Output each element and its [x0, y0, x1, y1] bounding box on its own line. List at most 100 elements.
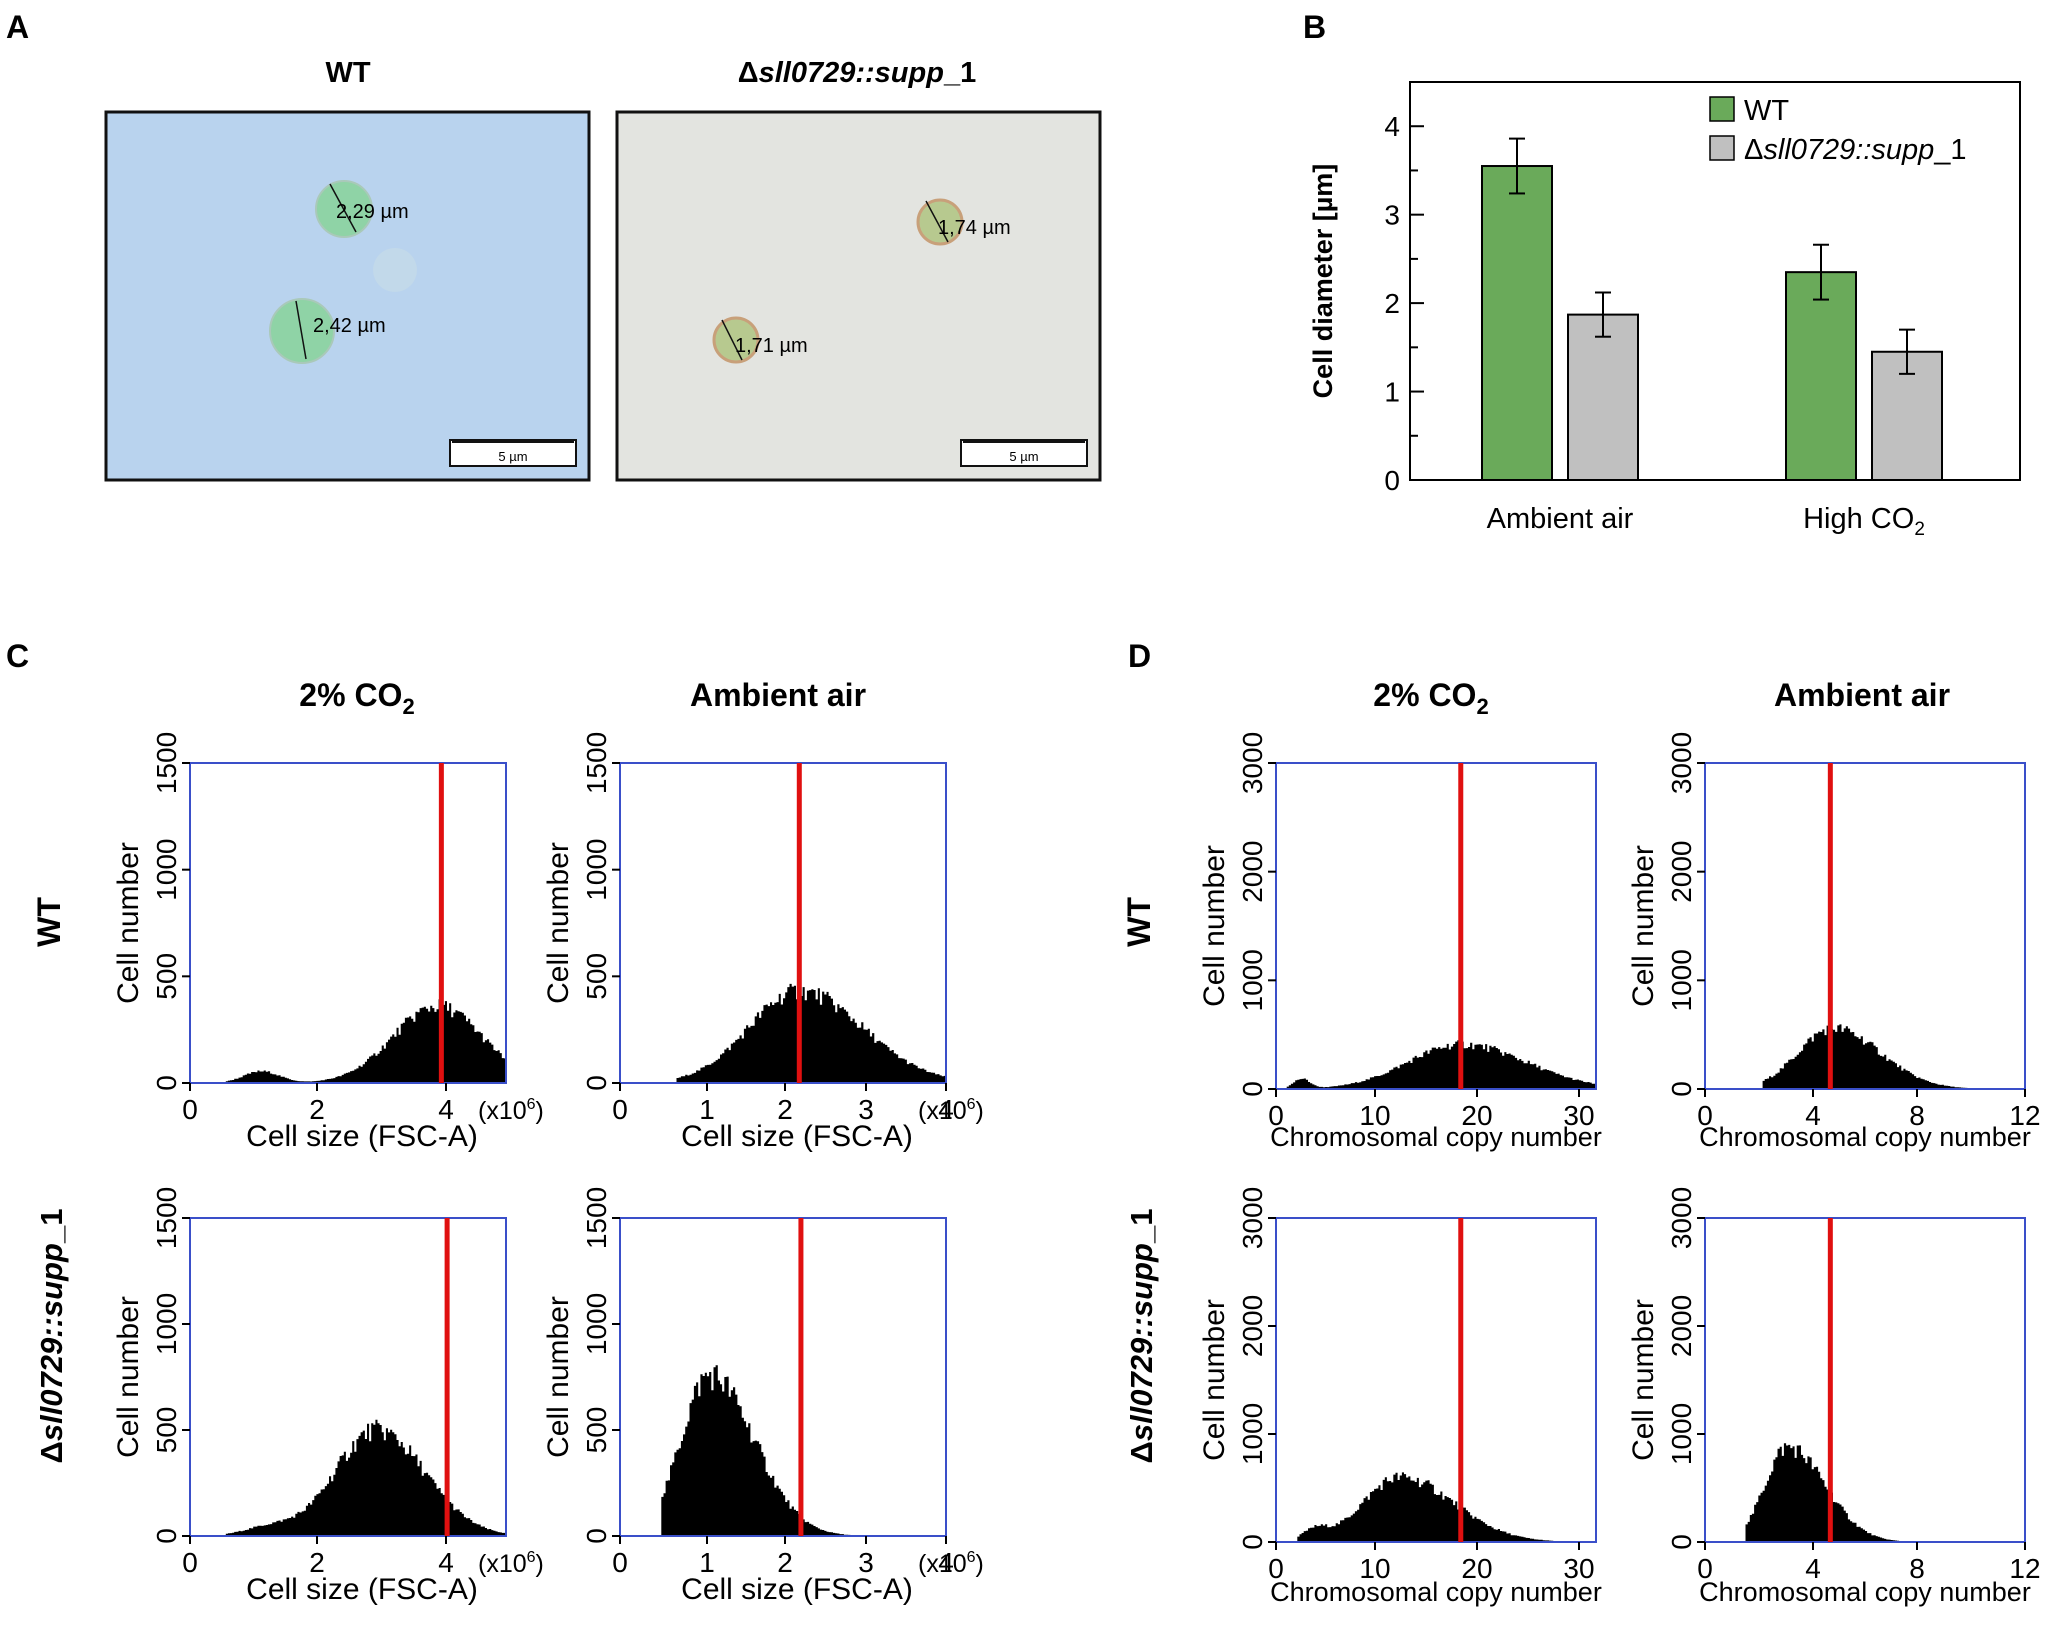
legend-swatch-wt: [1709, 96, 1735, 122]
histogram-x-tick-label: 4: [938, 1094, 954, 1125]
histogram-y-tick-label: 500: [151, 1407, 182, 1454]
title-italic: sll0729::supp: [759, 57, 944, 89]
histogram-y-tick-label: 1000: [151, 1293, 182, 1355]
histogram-x-tick-label: 4: [438, 1547, 454, 1578]
histogram-x-tick-label: 12: [2009, 1100, 2040, 1131]
bar-y-tick-label: 1: [1384, 377, 1400, 408]
histogram-y-label: Cell number: [542, 1296, 575, 1458]
histogram-frame: [1275, 762, 1597, 1090]
histogram-x-tick-label: 20: [1461, 1553, 1492, 1584]
bar-y-tick-label: 2: [1384, 288, 1400, 319]
histogram-d-mutant-air: 0 1000 2000 3000 Cell number 0 4 8 12Chromosomal…: [1627, 1187, 2041, 1607]
histogram-y-label: Cell number: [1627, 845, 1660, 1007]
histogram-x-tick-label: 0: [1268, 1553, 1284, 1584]
micrograph-wt: [104, 110, 591, 482]
panel-a: WT Δsll0729::supp_1 2,29 µm 2,42 µm 5 µm…: [104, 57, 1102, 482]
legend-suffix: _1: [1933, 134, 1966, 166]
x-multiplier-close: ): [536, 1097, 544, 1125]
histogram-bars: [1286, 1040, 1596, 1089]
panel-b: 0 1 2 3 4 Cell diameter [µm] Ambient air Hig…: [1308, 81, 2021, 540]
histogram-y-tick-label: 3000: [1666, 732, 1697, 794]
col-title-d-co2-text: 2% CO: [1373, 677, 1476, 713]
histogram-x-tick-label: 2: [777, 1547, 793, 1578]
measurement-mutant-2: 1,71 µm: [735, 335, 808, 357]
histogram-x-label: Chromosomal copy number: [1270, 1122, 1602, 1152]
panel-label-d: D: [1128, 638, 1151, 674]
row-label-c-mutant: Δsll0729::supp_1: [34, 1209, 69, 1464]
histogram-x-tick-label: 0: [1268, 1100, 1284, 1131]
column-titles: 2% CO2 Ambient air 2% CO2 Ambient air: [299, 677, 1950, 719]
col-title-c-air: Ambient air: [690, 677, 866, 713]
row-label-d-mutant: Δsll0729::supp_1: [1124, 1209, 1159, 1464]
bar-chart-bars: [1481, 137, 1943, 481]
histogram-bars: [676, 983, 946, 1083]
histogram-x-label: Cell size (FSC-A): [246, 1573, 478, 1606]
histogram-y-tick-label: 1500: [151, 732, 182, 794]
legend-delta: Δ: [1744, 134, 1763, 166]
histogram-y-tick-label: 1500: [581, 732, 612, 794]
histogram-d-mutant-co2: 0 1000 2000 3000 Cell number 0 10 20 30Chromosom…: [1198, 1187, 1602, 1607]
histogram-x-label: Cell size (FSC-A): [681, 1120, 913, 1153]
x-multiplier-exp: 6: [527, 1096, 536, 1113]
cell-ghost: [373, 248, 417, 292]
histogram-x-tick-label: 8: [1909, 1100, 1925, 1131]
histogram-y-label: Cell number: [112, 842, 145, 1004]
histogram-bars: [225, 1419, 507, 1536]
row-c-italic: sll0729::supp: [34, 1243, 69, 1441]
histogram-y-tick-label: 0: [151, 1075, 182, 1091]
histogram-c-mutant-air: 0 500 1000 1500 Cell number 0 1 2 3 4 Cell size (F…: [542, 1187, 984, 1606]
bar-mutant: [1567, 313, 1639, 481]
histogram-d-wt-co2: 0 1000 2000 3000 Cell number 0 10 20 30Chromosom…: [1198, 732, 1602, 1152]
bar-chart-y-axis: 0 1 2 3 4: [1384, 111, 1424, 496]
histogram-y-tick-label: 500: [581, 953, 612, 1000]
histogram-x-tick-label: 8: [1909, 1553, 1925, 1584]
histogram-frame: [189, 1217, 507, 1537]
histogram-y-tick-label: 1000: [1666, 1403, 1697, 1465]
histogram-x-tick-label: 0: [182, 1094, 198, 1125]
x-multiplier-label: (x106): [478, 1549, 544, 1578]
measure-line-mutant-2: [721, 319, 743, 361]
bar-chart-y-label: Cell diameter [µm]: [1308, 164, 1338, 399]
row-d-delta: Δ: [1124, 1441, 1159, 1463]
histogram-x-tick-label: 0: [612, 1547, 628, 1578]
histogram-y-tick-label: 1000: [151, 839, 182, 901]
histogram-y-tick-label: 1500: [581, 1187, 612, 1249]
x-multiplier-base: (x10: [918, 1550, 967, 1578]
histogram-x-tick-label: 12: [2009, 1553, 2040, 1584]
histogram-x-tick-label: 1: [699, 1547, 715, 1578]
scalebar-mutant: [960, 439, 1088, 467]
histogram-y-tick-label: 1000: [581, 839, 612, 901]
col-title-c-co2-sub: 2: [402, 694, 414, 719]
bar-chart-frame: [1409, 81, 2021, 481]
histogram-x-label: Cell size (FSC-A): [246, 1120, 478, 1153]
histogram-y-tick-label: 0: [1666, 1081, 1697, 1097]
micrograph-title-wt: WT: [325, 57, 370, 89]
x-multiplier-label: (x106): [918, 1549, 984, 1578]
histogram-y-tick-label: 2000: [1237, 841, 1268, 903]
histogram-y-tick-label: 2000: [1666, 1295, 1697, 1357]
category-high-co2-text: High CO: [1803, 503, 1914, 535]
micrograph-mutant: [615, 110, 1102, 482]
legend-label-mutant: Δsll0729::supp_1: [1744, 134, 1967, 166]
histogram-x-tick-label: 10: [1359, 1100, 1390, 1131]
bar-wt: [1785, 271, 1857, 481]
histogram-y-tick-label: 0: [1666, 1534, 1697, 1550]
cell-wt-2: [269, 298, 335, 364]
histogram-x-tick-label: 30: [1563, 1100, 1594, 1131]
x-multiplier-close: ): [536, 1550, 544, 1578]
x-multiplier-exp: 6: [967, 1096, 976, 1113]
x-multiplier-close: ): [976, 1097, 984, 1125]
histogram-x-tick-label: 0: [1697, 1100, 1713, 1131]
histogram-bars: [661, 1365, 866, 1536]
histogram-y-tick-label: 0: [1237, 1081, 1268, 1097]
histogram-x-tick-label: 1: [699, 1094, 715, 1125]
histogram-y-tick-label: 0: [151, 1528, 182, 1544]
x-multiplier-exp: 6: [527, 1549, 536, 1566]
micrograph-title-mutant: Δsll0729::supp_1: [738, 57, 976, 89]
histogram-y-label: Cell number: [112, 1296, 145, 1458]
legend-swatch-mutant: [1709, 135, 1735, 161]
scalebar-label-wt: 5 µm: [498, 449, 527, 464]
histogram-x-label: Cell size (FSC-A): [681, 1573, 913, 1606]
